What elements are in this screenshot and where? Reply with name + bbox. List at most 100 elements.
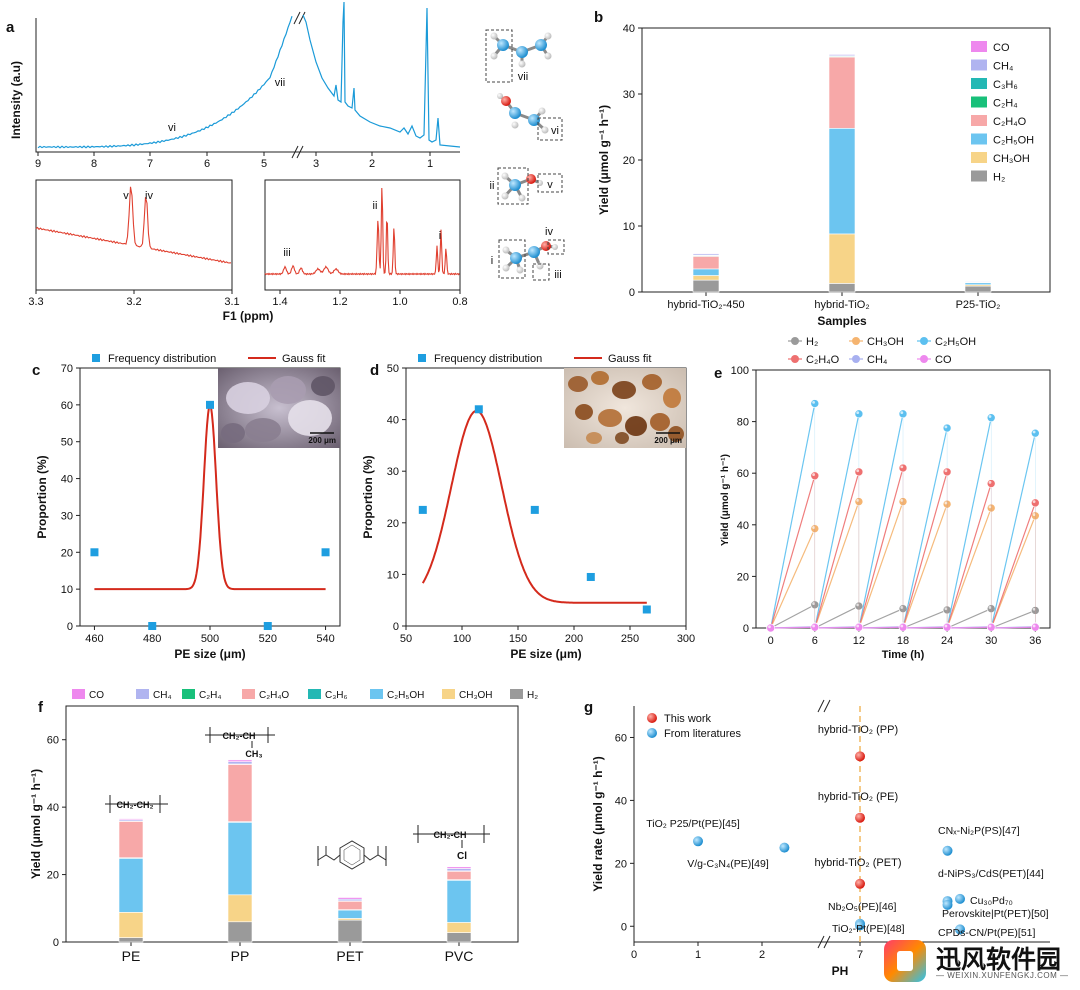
e-series-line	[858, 413, 904, 629]
g-literature-label: TiO₂-Pt(PE)[48]	[832, 923, 905, 935]
structure-label: CH₂-CH	[434, 830, 467, 840]
carbon-atom	[528, 246, 540, 258]
panel-d-y-tick-label: 30	[387, 466, 399, 478]
f-bar-segment	[337, 897, 363, 900]
panel-c-x-tick-label: 460	[85, 633, 103, 645]
e-point-highlight	[856, 624, 860, 628]
panel-d-micrograph: 200 μm	[564, 368, 686, 448]
panel-c-ylabel: Proportion (%)	[35, 455, 49, 538]
panel-c: c 460 480 500 520 540 0 10 20 30 40 50 60 70 PE size (…	[32, 353, 341, 661]
e-series-line	[990, 515, 1036, 629]
e-point-highlight	[900, 498, 904, 502]
structure-label: CH₂-CH	[223, 731, 256, 741]
e-legend-marker	[852, 337, 860, 345]
panel-c-x-tick-label: 480	[143, 633, 161, 645]
panel-d-data-point	[418, 505, 427, 514]
oxygen-atom	[541, 241, 551, 251]
g-this-work-point	[855, 812, 865, 823]
f-bar-segment	[446, 932, 472, 943]
carbon-atom	[509, 179, 521, 191]
e-series-line	[902, 626, 948, 629]
f-y-tick-label: 0	[53, 937, 59, 949]
panel-c-y-tick-label: 50	[61, 437, 73, 449]
f-legend-swatch	[308, 689, 321, 699]
e-legend-marker	[791, 355, 799, 363]
peak-label-v: v	[123, 190, 129, 202]
e-point-highlight	[988, 480, 992, 484]
micrograph-particle	[245, 418, 281, 442]
panel-c-y-tick-label: 20	[61, 547, 73, 559]
g-x-tick-label: 1	[695, 949, 701, 961]
panel-c-legend-label: Frequency distribution	[108, 353, 216, 365]
micrograph-particle	[663, 388, 681, 408]
e-point-highlight	[944, 607, 948, 611]
dashed-box	[485, 29, 513, 83]
peak-label-vii: vii	[275, 77, 285, 89]
hydrogen-atom	[538, 107, 546, 115]
panel-c-y-tick-label: 0	[67, 621, 73, 633]
carbon-atom	[535, 39, 547, 51]
nmr-tick-label: 5	[261, 158, 267, 170]
panel-label: c	[32, 362, 40, 379]
hydrogen-atom	[516, 266, 524, 274]
g-xlabel: PH	[832, 964, 849, 978]
e-y-tick-label: 20	[737, 571, 749, 583]
micrograph-particle	[625, 416, 647, 436]
b-bar-segment	[692, 256, 720, 270]
inset1-tick-label: 3.2	[126, 296, 141, 308]
panel-d-data-point	[530, 505, 539, 514]
e-series-line	[991, 626, 1036, 629]
e-series-line	[902, 427, 948, 629]
panel-c-x-tick-label: 500	[201, 633, 219, 645]
e-point-highlight	[812, 602, 815, 605]
b-xlabel: Samples	[817, 314, 867, 328]
panel-e: e 0 6 12 18 24 30 36 0 20 40 60 80 100 Time (h) Yield (…	[714, 336, 1051, 661]
f-legend-swatch	[442, 689, 455, 699]
f-bar-segment	[337, 919, 363, 943]
g-literature-label: CNₓ-Ni₂P(PS)[47]	[938, 825, 1020, 837]
panel-c-data-point	[90, 548, 99, 557]
benzene-ring	[339, 840, 365, 870]
e-legend-label: H₂	[806, 336, 818, 348]
e-series-line	[946, 507, 992, 629]
e-point-highlight	[768, 625, 771, 629]
e-point-highlight	[900, 624, 904, 628]
panel-g: g 0 20 40 60 Yield rate (μmol g⁻¹ h⁻¹) PH 0 1 2 7 T…	[584, 699, 1050, 978]
e-series-line	[770, 626, 815, 629]
panel-d-legend-label: Gauss fit	[608, 353, 651, 365]
f-bar-segment	[118, 858, 144, 913]
panel-d: d 50 100 150 200 250 300 0 10 20 30 40 50 PE size (μm…	[361, 353, 695, 661]
e-series-line	[814, 413, 860, 629]
panel-c-data-point	[148, 622, 157, 630]
watermark-logo-icon	[884, 940, 926, 982]
peak-label-iii: iii	[283, 247, 290, 259]
g-x-tick-label: 7	[857, 949, 863, 961]
g-x-tick-label: 0	[631, 949, 637, 961]
b-legend-label: C₂H₄O	[993, 116, 1027, 128]
hydrogen-atom	[502, 264, 510, 272]
mol-label: iii	[554, 269, 561, 281]
b-legend-label: CH₄	[993, 61, 1014, 73]
micrograph-particle	[221, 423, 245, 443]
e-point-highlight	[900, 465, 904, 469]
f-bar-segment	[227, 921, 253, 943]
structure-label: Cl	[457, 851, 467, 862]
mol-label: i	[491, 255, 493, 267]
f-legend-swatch	[72, 689, 85, 699]
carbon-atom	[516, 46, 528, 58]
e-point-highlight	[900, 411, 904, 415]
ester-right	[363, 854, 387, 861]
e-point-highlight	[944, 501, 948, 505]
f-bar-segment	[118, 912, 144, 938]
e-x-tick-label: 30	[985, 635, 997, 647]
axis-break-mark	[823, 699, 831, 713]
hydrogen-atom	[502, 246, 510, 254]
micrograph-particle	[612, 381, 636, 399]
g-legend-marker-blue	[647, 728, 657, 738]
panel-c-legend-label: Gauss fit	[282, 353, 325, 365]
f-bar-segment	[446, 922, 472, 933]
e-data-point	[942, 467, 952, 477]
b-y-tick-label: 40	[623, 23, 635, 35]
molecule-ethanol	[502, 241, 558, 274]
hydrogen-atom	[490, 52, 498, 60]
